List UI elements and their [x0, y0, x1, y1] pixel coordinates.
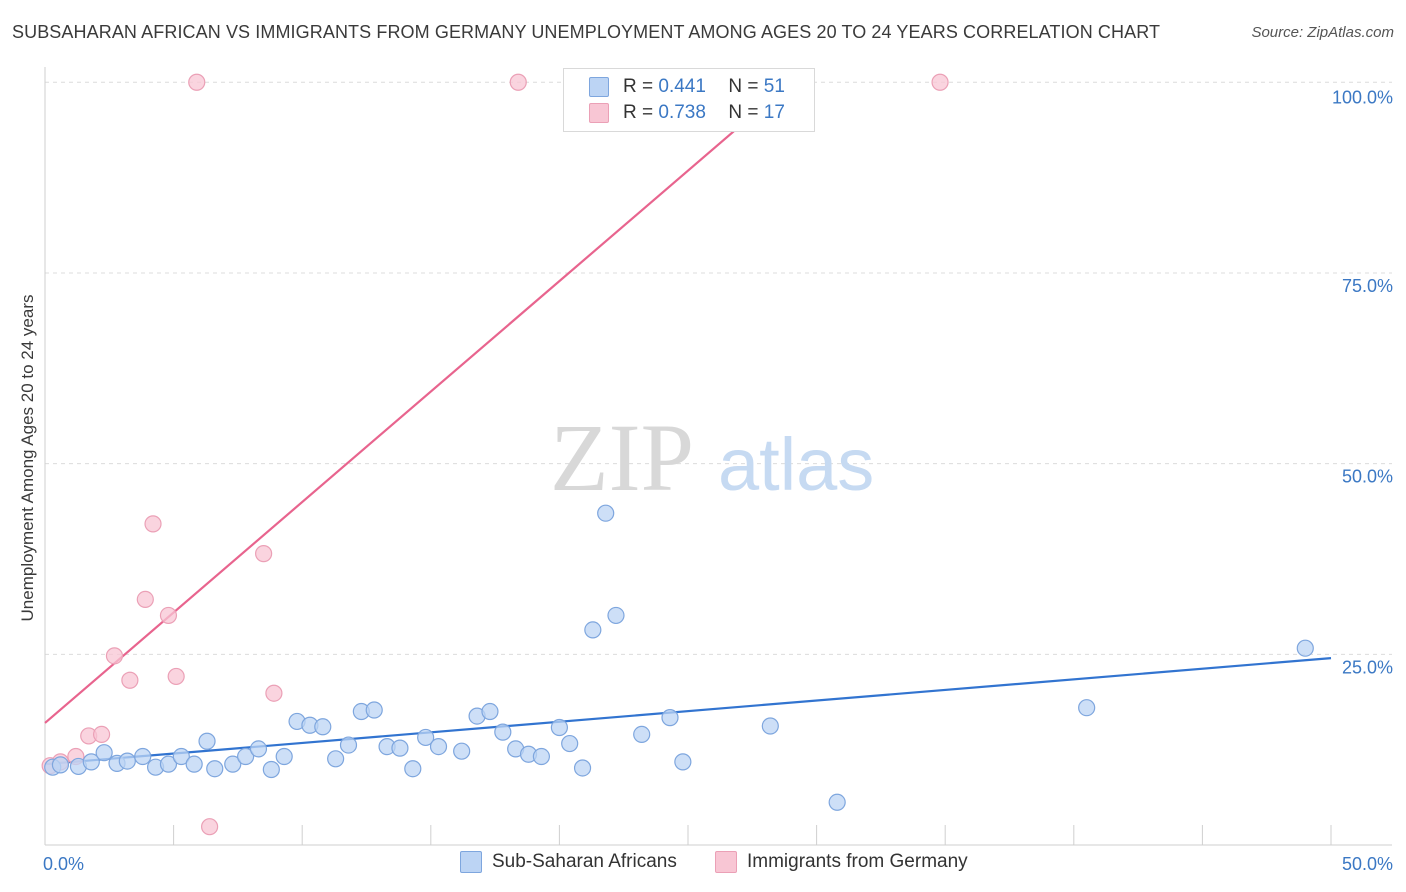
point-germany: [105, 647, 124, 665]
point-subsaharan: [249, 740, 268, 758]
point-subsaharan: [327, 750, 345, 768]
point-germany: [255, 545, 273, 563]
watermark-atlas: atlas: [718, 423, 874, 506]
point-subsaharan: [597, 504, 615, 522]
point-subsaharan: [1296, 639, 1314, 657]
y-tick-label: 100.0%: [1332, 87, 1393, 107]
legend-n-value: 17: [763, 102, 785, 123]
point-germany: [144, 515, 162, 533]
x-tick-label: 0.0%: [43, 854, 84, 874]
series-swatch-pink: [715, 851, 737, 873]
point-subsaharan: [339, 736, 358, 754]
point-subsaharan: [118, 752, 136, 770]
point-subsaharan: [417, 728, 435, 747]
series-legend-label: Sub-Saharan Africans: [492, 851, 677, 872]
point-subsaharan: [573, 759, 592, 777]
point-subsaharan: [365, 701, 383, 719]
point-subsaharan: [532, 747, 550, 766]
source-label: Source: ZipAtlas.com: [1251, 24, 1394, 41]
legend-n-label: N =: [728, 102, 759, 123]
point-subsaharan: [172, 747, 190, 766]
legend-swatch-blue: [589, 77, 609, 97]
point-subsaharan: [185, 755, 203, 773]
point-germany: [509, 73, 527, 91]
point-germany: [136, 590, 154, 608]
series-swatch-blue: [460, 851, 482, 873]
point-subsaharan: [51, 756, 70, 774]
legend-r-value: 0.738: [658, 102, 706, 123]
point-subsaharan: [674, 753, 692, 771]
x-tick-label: 50.0%: [1342, 854, 1393, 874]
legend-swatch-pink: [589, 103, 609, 123]
point-subsaharan: [481, 702, 499, 721]
series-legend-subsaharan: Sub-Saharan Africans: [460, 851, 677, 873]
point-subsaharan: [206, 760, 224, 778]
legend-row-subsaharan: R = 0.441 N = 51: [589, 75, 785, 99]
point-subsaharan: [237, 747, 255, 766]
y-tick-label: 50.0%: [1342, 467, 1393, 487]
trend-line-subsaharan: [44, 657, 1332, 766]
point-subsaharan: [95, 744, 113, 762]
series-legend: Sub-Saharan Africans Immigrants from Ger…: [0, 851, 1406, 879]
legend-r-label: R =: [623, 76, 654, 97]
legend-r-value: 0.441: [658, 76, 706, 97]
tick-labels: 25.0% 50.0% 75.0% 100.0% 0.0% 50.0%: [43, 87, 1393, 874]
point-subsaharan: [198, 732, 216, 750]
point-subsaharan: [550, 718, 569, 737]
point-subsaharan: [607, 606, 625, 625]
gridlines: [45, 81, 1392, 655]
chart-title: SUBSAHARAN AFRICAN VS IMMIGRANTS FROM GE…: [12, 22, 1161, 42]
point-subsaharan: [391, 739, 409, 757]
point-subsaharan: [262, 760, 280, 779]
point-subsaharan: [82, 753, 100, 771]
point-subsaharan: [429, 738, 448, 756]
point-subsaharan: [134, 747, 152, 766]
y-axis-label: Unemployment Among Ages 20 to 24 years: [18, 294, 37, 622]
point-subsaharan: [1078, 699, 1096, 717]
point-subsaharan: [494, 723, 512, 741]
axes: [44, 67, 1392, 846]
point-germany: [121, 671, 139, 689]
correlation-legend: R = 0.441 N = 51 R = 0.738 N = 17: [563, 68, 815, 132]
data-points: [41, 73, 1314, 836]
legend-n-value: 51: [763, 76, 785, 97]
y-tick-label: 75.0%: [1342, 276, 1393, 296]
point-subsaharan: [159, 755, 178, 773]
point-germany: [201, 818, 219, 836]
point-germany: [265, 684, 283, 702]
legend-row-germany: R = 0.738 N = 17: [589, 101, 785, 125]
point-subsaharan: [561, 734, 579, 753]
point-subsaharan: [828, 793, 846, 811]
point-subsaharan: [584, 621, 602, 639]
point-germany: [167, 667, 185, 686]
point-subsaharan: [761, 717, 779, 735]
series-legend-germany: Immigrants from Germany: [715, 851, 968, 873]
point-subsaharan: [404, 760, 422, 778]
watermark-zip: ZIP: [550, 404, 694, 511]
point-subsaharan: [633, 725, 651, 744]
trend-line-germany: [44, 81, 792, 724]
y-tick-label: 25.0%: [1342, 657, 1393, 677]
point-subsaharan: [224, 755, 242, 773]
point-subsaharan: [314, 718, 332, 736]
series-legend-label: Immigrants from Germany: [747, 851, 968, 872]
point-subsaharan: [275, 747, 293, 766]
point-germany: [92, 725, 111, 744]
point-germany: [188, 73, 206, 91]
point-germany: [159, 606, 178, 625]
legend-n-label: N =: [728, 76, 759, 97]
point-subsaharan: [661, 709, 679, 727]
point-germany: [931, 73, 949, 91]
point-subsaharan: [453, 742, 471, 760]
legend-r-label: R =: [623, 102, 654, 123]
